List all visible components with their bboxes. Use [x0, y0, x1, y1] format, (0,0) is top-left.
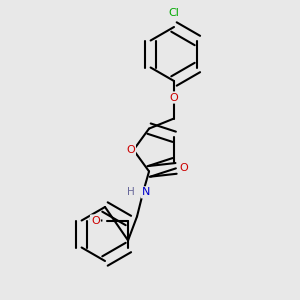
Text: O: O — [169, 92, 178, 103]
Text: O: O — [91, 215, 100, 226]
Text: N: N — [142, 188, 150, 197]
Text: Cl: Cl — [169, 8, 179, 19]
Text: O: O — [179, 164, 188, 173]
Text: O: O — [126, 145, 135, 155]
Text: H: H — [127, 188, 135, 197]
